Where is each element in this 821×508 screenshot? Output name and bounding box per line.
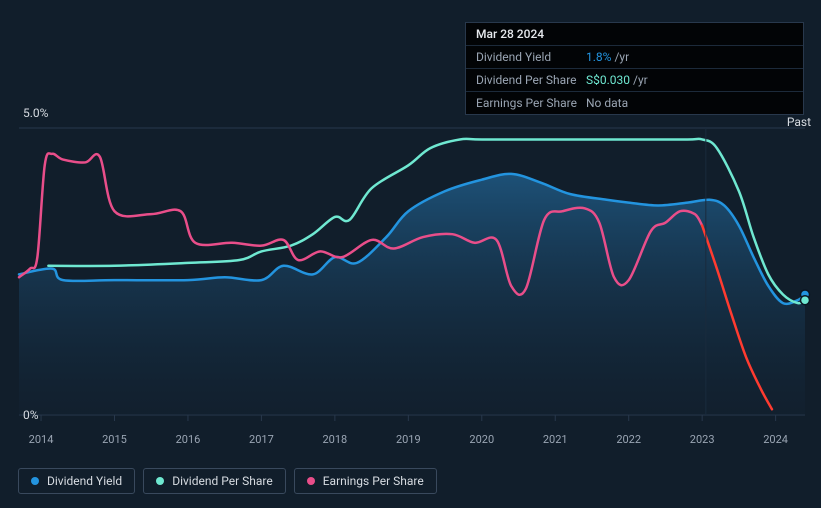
x-tick: 2019	[396, 433, 421, 446]
tooltip-box: Mar 28 2024 Dividend Yield 1.8% /yr Divi…	[465, 22, 804, 115]
chart-area[interactable]: Past 5.0% 0%	[0, 110, 821, 448]
tooltip-row-dy: Dividend Yield 1.8% /yr	[466, 46, 803, 69]
tooltip-value: 1.8%	[586, 50, 611, 64]
x-tick: 2022	[616, 433, 641, 446]
x-tick: 2016	[176, 433, 201, 446]
tooltip-value: S$0.030	[586, 73, 630, 87]
legend-item-eps[interactable]: Earnings Per Share	[294, 468, 437, 494]
x-tick: 2020	[469, 433, 494, 446]
y-tick-min: 0%	[23, 408, 39, 422]
tooltip-unit: /yr	[614, 50, 629, 64]
x-tick: 2014	[29, 433, 54, 446]
tooltip-label: Dividend Per Share	[476, 73, 586, 87]
x-tick: 2023	[690, 433, 715, 446]
tooltip-row-eps: Earnings Per Share No data	[466, 92, 803, 114]
dot-icon	[307, 477, 315, 485]
chart-svg	[0, 110, 821, 448]
tooltip-label: Dividend Yield	[476, 50, 586, 64]
legend-item-dps[interactable]: Dividend Per Share	[143, 468, 286, 494]
legend-item-dy[interactable]: Dividend Yield	[18, 468, 135, 494]
dot-icon	[156, 477, 164, 485]
x-tick: 2021	[543, 433, 568, 446]
tooltip-value: No data	[586, 96, 628, 110]
legend-label: Earnings Per Share	[323, 474, 424, 488]
tooltip-label: Earnings Per Share	[476, 96, 586, 110]
past-label: Past	[787, 115, 811, 129]
x-axis: 2014 2015 2016 2017 2018 2019 2020 2021 2022 2023…	[0, 433, 821, 453]
tooltip-unit: /yr	[633, 73, 648, 87]
x-tick: 2018	[322, 433, 347, 446]
tooltip-date: Mar 28 2024	[466, 23, 803, 46]
x-tick: 2015	[102, 433, 127, 446]
legend: Dividend Yield Dividend Per Share Earnin…	[18, 468, 437, 494]
dot-icon	[31, 477, 39, 485]
legend-label: Dividend Yield	[47, 474, 122, 488]
tooltip-row-dps: Dividend Per Share S$0.030 /yr	[466, 69, 803, 92]
x-tick: 2017	[249, 433, 274, 446]
x-tick: 2024	[763, 433, 788, 446]
legend-label: Dividend Per Share	[172, 474, 273, 488]
y-tick-max: 5.0%	[23, 106, 48, 120]
